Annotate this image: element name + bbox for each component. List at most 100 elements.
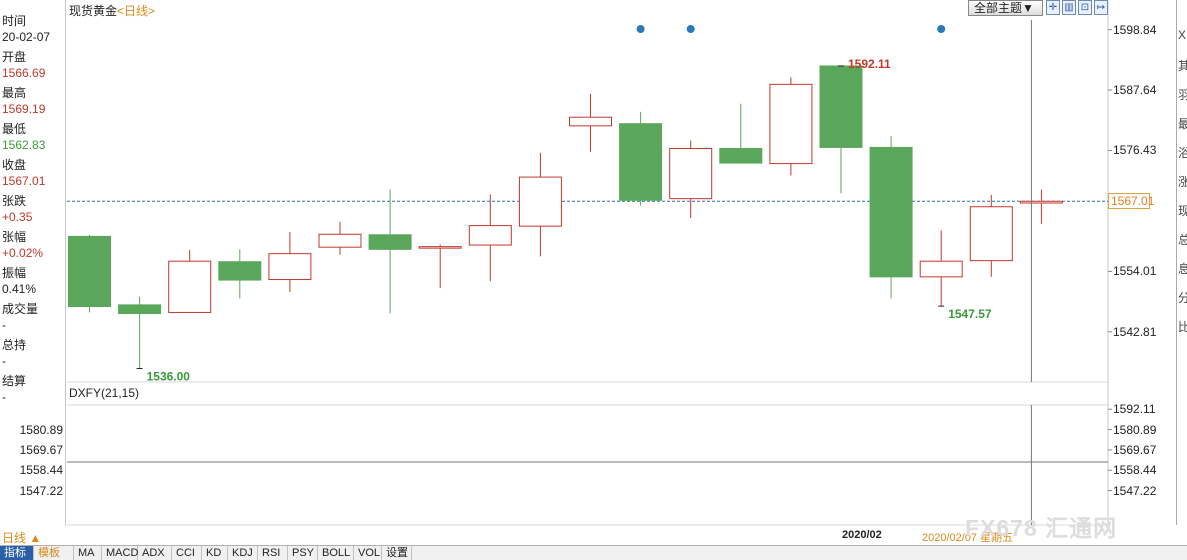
tab-indicator[interactable]: MACD	[102, 546, 138, 560]
info-label: 张幅	[2, 230, 27, 244]
candle-body-down	[68, 235, 111, 308]
info-value: +0.35	[2, 210, 33, 224]
candle	[168, 249, 212, 313]
candlestick-chart: 1592.11 1536.00 1547.57	[67, 0, 1112, 526]
info-value: 1567.01	[2, 174, 46, 188]
price-tick-label: 1554.01	[1113, 264, 1157, 279]
x-axis-month-label: 2020/02	[842, 529, 882, 541]
candle-body-down	[819, 65, 863, 148]
info-label: 开盘	[2, 50, 27, 64]
candle-body-down	[218, 261, 262, 281]
price-tick-label: 1587.64	[1113, 83, 1157, 98]
candle-body-up	[769, 83, 813, 165]
crosshair-icon[interactable]: ✛	[1046, 0, 1060, 15]
info-label: 最高	[2, 86, 27, 100]
price-tick-label: 1598.84	[1113, 22, 1157, 37]
indicator-tick-label: 1558.44	[1113, 463, 1157, 478]
info-value: +0.02%	[2, 246, 44, 260]
candle	[268, 232, 312, 292]
zoom-icon[interactable]: ⊡	[1078, 0, 1092, 15]
side-strip-char: 分	[1178, 289, 1187, 306]
side-strip-char: 最	[1178, 115, 1187, 132]
indicator-name[interactable]: DXFY(21,15)	[69, 386, 140, 400]
tab-indicator[interactable]: VOL	[354, 546, 382, 560]
candle-body-up	[268, 253, 312, 281]
candle-body-down	[368, 234, 412, 250]
candle	[1019, 189, 1063, 224]
event-dot	[937, 25, 946, 33]
candle	[418, 244, 462, 289]
tab-indicator[interactable]: RSI	[258, 546, 288, 560]
info-label: 成交量	[2, 302, 39, 316]
indicator-tick-label: 1580.89	[1113, 422, 1157, 437]
tab-indicator[interactable]: KDJ	[228, 546, 258, 560]
tab-indicator[interactable]: CCI	[172, 546, 202, 560]
tab-indicator[interactable]: KD	[202, 546, 228, 560]
chart-overlays: 1592.11 1536.00 1547.57	[67, 20, 1108, 525]
cursor-date-label: 2020/02/07 星期五	[922, 532, 1014, 544]
candle-body-down	[619, 123, 663, 201]
indicator-left-tick-label: 1558.44	[19, 463, 63, 478]
tab-indicators[interactable]: 指标	[0, 546, 34, 560]
info-label: 结算	[2, 374, 27, 388]
tab-template[interactable]: 模板	[34, 546, 74, 560]
info-value: -	[2, 318, 6, 332]
candle	[68, 234, 111, 313]
extreme-price-label: 1536.00	[147, 370, 191, 384]
indicator-left-axis: 1580.89 1569.67 1558.44 1547.22	[0, 412, 66, 526]
side-strip-char: X	[1178, 28, 1187, 42]
info-value: 1569.19	[2, 102, 46, 116]
candle-body-up	[468, 225, 512, 246]
extreme-price-label: 1547.57	[948, 307, 992, 321]
layout-icon[interactable]: ▥	[1062, 0, 1076, 15]
side-strip-char: 羽	[1178, 86, 1187, 103]
theme-select[interactable]: 全部主题▼	[968, 0, 1043, 16]
indicator-tick-label: 1547.22	[1113, 483, 1157, 498]
candle-body-up	[569, 116, 612, 127]
candle-series	[68, 65, 1063, 369]
info-label: 最低	[2, 122, 27, 136]
candle-body-up	[1019, 200, 1063, 204]
side-panel-strip[interactable]: X 其羽最浴涨现总息分比	[1176, 0, 1187, 525]
info-label: 振幅	[2, 266, 27, 280]
candle-body-up	[669, 148, 713, 200]
info-label: 时间	[2, 14, 27, 28]
tab-indicator[interactable]: BOLL	[318, 546, 354, 560]
candle	[669, 140, 713, 219]
candle-body-up	[418, 246, 462, 249]
watermark-logo: FX678 汇通网	[965, 515, 1118, 541]
indicator-tick-label: 1592.11	[1113, 402, 1156, 417]
price-axis: 1598.84 1587.64 1576.43 1554.01 1542.81 1592.…	[1108, 0, 1176, 525]
indicator-tab-bar: 指标 模板 MA MACD ADX CCI KD KDJ RSI PSY BOLL VOL 设置	[0, 545, 1187, 560]
info-label: 总持	[2, 338, 27, 352]
tab-indicator[interactable]: ADX	[138, 546, 172, 560]
info-value: 20-02-07	[2, 30, 51, 44]
candle	[769, 77, 813, 176]
expand-icon[interactable]: ↦	[1094, 0, 1108, 15]
indicator-left-tick-label: 1580.89	[19, 422, 63, 437]
candle-body-up	[919, 260, 963, 278]
info-label: 张跌	[2, 194, 27, 208]
chart-gridlines	[67, 0, 1112, 526]
candle	[468, 194, 512, 282]
side-strip-char: 总	[1178, 231, 1187, 248]
candle	[719, 103, 763, 164]
side-strip-char: 涨	[1178, 173, 1187, 190]
candle-body-down	[719, 148, 763, 164]
instrument-name: 现货黄金	[69, 4, 118, 18]
tab-settings[interactable]: 设置	[382, 546, 412, 560]
price-tick-label: 1576.43	[1113, 143, 1157, 158]
tab-indicator[interactable]: PSY	[288, 546, 318, 560]
candle	[518, 152, 562, 257]
candle	[869, 136, 913, 299]
candle-body-up	[318, 233, 362, 248]
price-tick-label: 1542.81	[1113, 324, 1157, 339]
chart-title: 现货黄金<日线>	[69, 2, 155, 19]
indicator-left-tick-label: 1547.22	[19, 483, 63, 498]
info-value: 0.41%	[2, 282, 37, 296]
period-toggle[interactable]: 日线 ▲	[2, 531, 42, 545]
indicator-tick-label: 1569.67	[1113, 442, 1157, 457]
side-strip-char: 比	[1178, 318, 1187, 335]
period-label[interactable]: <日线>	[117, 4, 156, 18]
tab-indicator[interactable]: MA	[74, 546, 102, 560]
